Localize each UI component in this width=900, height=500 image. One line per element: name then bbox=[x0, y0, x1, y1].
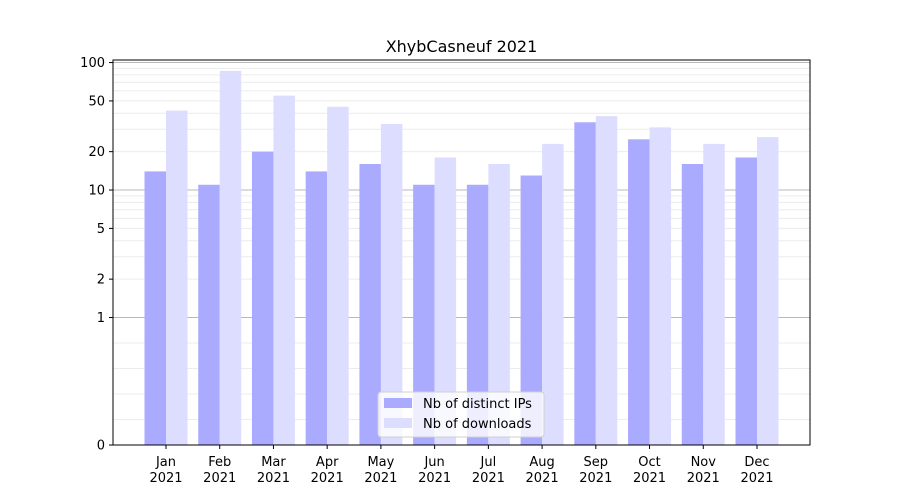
x-tick-label-year: 2021 bbox=[472, 471, 505, 486]
bar-downloads bbox=[273, 95, 295, 446]
y-tick-label: 0 bbox=[97, 439, 105, 454]
bar-downloads bbox=[327, 106, 349, 445]
legend: Nb of distinct IPs Nb of downloads bbox=[377, 391, 545, 438]
plot-frame bbox=[112, 59, 811, 446]
bar-distinct-ips bbox=[305, 171, 328, 445]
bar-distinct-ips bbox=[251, 151, 274, 445]
x-tick-label-year: 2021 bbox=[257, 471, 290, 486]
x-tick-label-year: 2021 bbox=[526, 471, 559, 486]
y-tick-label: 20 bbox=[88, 145, 105, 160]
bar-distinct-ips bbox=[413, 184, 435, 445]
bar-downloads bbox=[434, 157, 457, 445]
x-tick-label-year: 2021 bbox=[687, 471, 720, 486]
x-tick-label-month: Jul bbox=[480, 455, 497, 470]
bar-downloads bbox=[488, 164, 510, 445]
x-tick-label-year: 2021 bbox=[418, 471, 451, 486]
bar-distinct-ips bbox=[520, 175, 543, 446]
bar-downloads bbox=[649, 127, 672, 445]
legend-label: Nb of distinct IPs bbox=[423, 397, 532, 412]
x-tick-label-month: Oct bbox=[638, 455, 660, 470]
x-tick-label-year: 2021 bbox=[203, 471, 236, 486]
x-tick-label-month: Jan bbox=[155, 455, 176, 470]
x-tick-label-month: Feb bbox=[208, 455, 231, 470]
bar-distinct-ips bbox=[466, 184, 489, 445]
x-tick-label-month: Nov bbox=[691, 455, 717, 470]
x-tick-label-month: Jun bbox=[423, 455, 444, 470]
x-tick-label-month: May bbox=[367, 455, 394, 470]
bar-downloads bbox=[595, 116, 618, 445]
x-tick-label-month: Sep bbox=[584, 455, 609, 470]
legend-swatch bbox=[384, 398, 412, 408]
bar-downloads bbox=[380, 123, 403, 446]
x-tick-label-year: 2021 bbox=[740, 471, 773, 486]
bar-distinct-ips bbox=[628, 139, 650, 445]
bar-downloads bbox=[166, 110, 188, 445]
y-tick-label: 10 bbox=[88, 184, 105, 199]
x-tick-label-month: Dec bbox=[744, 455, 769, 470]
chart-title: XhybCasneuf 2021 bbox=[386, 37, 538, 56]
y-tick-label: 1 bbox=[97, 311, 105, 326]
y-tick-label: 100 bbox=[80, 56, 105, 71]
bar-downloads bbox=[703, 143, 725, 445]
bar-downloads bbox=[542, 143, 564, 445]
bars bbox=[144, 70, 779, 446]
bar-distinct-ips bbox=[681, 164, 704, 445]
x-tick-label-year: 2021 bbox=[633, 471, 666, 486]
x-tick-label-year: 2021 bbox=[364, 471, 397, 486]
legend-box bbox=[377, 391, 545, 438]
x-tick-label-month: Mar bbox=[261, 455, 286, 470]
y-tick-label: 5 bbox=[97, 222, 105, 237]
x-axis: Jan2021Feb2021Mar2021Apr2021May2021Jun20… bbox=[149, 445, 774, 486]
bar-downloads bbox=[219, 70, 242, 446]
x-tick-label-month: Apr bbox=[316, 455, 339, 470]
legend-label: Nb of downloads bbox=[423, 417, 532, 432]
x-tick-label-year: 2021 bbox=[579, 471, 612, 486]
legend-swatch bbox=[384, 418, 412, 428]
y-axis: 0 1 2 5 10 20 50 100 bbox=[80, 56, 113, 454]
x-tick-label-year: 2021 bbox=[149, 471, 182, 486]
x-tick-label-year: 2021 bbox=[311, 471, 344, 486]
x-tick-label-month: Aug bbox=[529, 455, 554, 470]
y-tick-label: 50 bbox=[88, 94, 105, 109]
bar-distinct-ips bbox=[735, 157, 757, 445]
bar-distinct-ips bbox=[359, 164, 381, 445]
y-tick-label: 2 bbox=[97, 273, 105, 288]
bar-distinct-ips bbox=[198, 184, 220, 445]
bar-downloads bbox=[757, 137, 779, 446]
bar-distinct-ips bbox=[144, 171, 166, 445]
bar-distinct-ips bbox=[574, 122, 596, 445]
